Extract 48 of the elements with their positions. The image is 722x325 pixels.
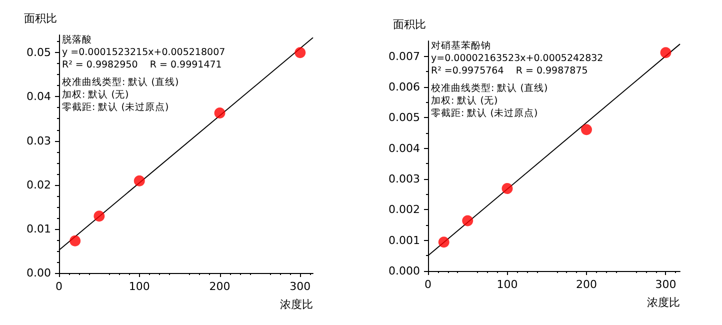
annotation: 脱落酸 [62, 34, 92, 46]
x-tick-label: 200 [209, 280, 230, 293]
y-tick-label: 0.001 [388, 234, 420, 247]
point [660, 47, 672, 58]
x-tick-label: 0 [424, 278, 432, 291]
y-tick-label: 0.03 [26, 134, 51, 148]
point [70, 235, 81, 246]
x-tick-label: 300 [655, 278, 676, 291]
y-tick-label: 0.000 [388, 264, 420, 278]
annotation: 校准曲线类型: 默认 (直线) [430, 82, 548, 94]
y-tick-label: 0.02 [26, 178, 51, 192]
point [94, 210, 105, 222]
annotation: R² =0.9975764 R = 0.9987875 [431, 66, 588, 76]
point [438, 236, 450, 248]
annotation: 加权: 默认 (无) [431, 94, 498, 106]
x-tick-label: 100 [128, 280, 150, 293]
point [214, 108, 226, 119]
y-axis-title: 面积比 [393, 18, 426, 31]
annotation: 零截距: 默认 (未过原点) [431, 107, 538, 119]
annotation: 对硝基苯酚钠 [431, 40, 491, 52]
point [134, 175, 145, 186]
x-tick-label: 0 [56, 280, 62, 293]
point [581, 124, 592, 136]
y-tick-label: 0.006 [388, 80, 420, 94]
y-tick-label: 0.003 [388, 172, 420, 186]
annotation: 加权: 默认 (无) [62, 88, 129, 100]
x-axis-title: 浓度比 [280, 298, 313, 311]
annotation: R² = 0.9982950 R = 0.9991471 [62, 60, 222, 70]
y-tick-label: 0.004 [388, 142, 420, 155]
y-tick-label: 0.05 [26, 46, 51, 60]
x-axis-title: 浓度比 [647, 296, 680, 309]
y-tick-label: 0.002 [388, 203, 420, 216]
y-tick-label: 0.005 [388, 111, 420, 124]
y-tick-label: 0.00 [26, 266, 51, 280]
y-tick-label: 0.007 [388, 50, 420, 63]
point [502, 183, 513, 194]
point [294, 47, 306, 58]
x-tick-label: 300 [290, 280, 311, 293]
y-tick-label: 0.04 [26, 90, 51, 104]
annotation: 零截距: 默认 (未过原点) [62, 101, 169, 113]
x-tick-label: 100 [496, 278, 518, 291]
annotation: y =0.0001523215x+0.005218007 [62, 47, 226, 58]
y-tick-label: 0.01 [26, 222, 51, 236]
x-tick-label: 200 [576, 278, 597, 291]
y-axis-title: 面积比 [24, 12, 57, 25]
annotation: 校准曲线类型: 默认 (直线) [61, 76, 179, 88]
annotation: y=0.00002163523x+0.0005242832 [431, 53, 604, 64]
point [462, 215, 474, 226]
